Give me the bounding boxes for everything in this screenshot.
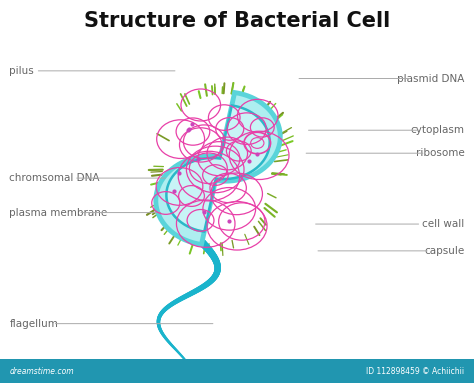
Text: chromsomal DNA: chromsomal DNA [9,173,100,183]
Text: cell wall: cell wall [422,219,465,229]
Text: dreamstime.com: dreamstime.com [9,367,74,376]
Text: cytoplasm: cytoplasm [410,125,465,135]
Text: pilus: pilus [9,66,34,76]
Text: flagellum: flagellum [9,319,58,329]
Text: plasma membrane: plasma membrane [9,208,108,218]
Text: capsule: capsule [424,246,465,256]
Text: plasmid DNA: plasmid DNA [397,74,465,83]
Text: ID 112898459 © Achiichii: ID 112898459 © Achiichii [366,367,465,376]
Polygon shape [166,105,270,232]
Bar [0,359,474,383]
Text: Structure of Bacterial Cell: Structure of Bacterial Cell [84,11,390,31]
Text: ribosome: ribosome [416,148,465,158]
Polygon shape [156,93,280,244]
